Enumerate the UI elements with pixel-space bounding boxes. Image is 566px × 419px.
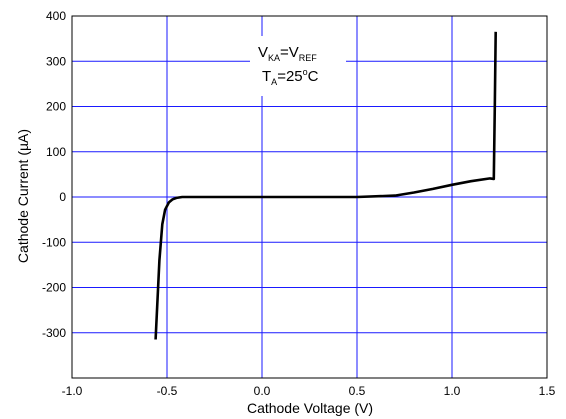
y-tick-label: -300 xyxy=(42,326,66,340)
x-tick-label: -0.5 xyxy=(157,384,178,398)
y-tick-label: -100 xyxy=(42,235,66,249)
y-tick-label: 400 xyxy=(46,9,66,23)
annotation-vka-vref: VKA=VREF xyxy=(258,44,317,63)
y-tick-labels: -300 -200 -100 0 100 200 300 400 xyxy=(42,9,66,340)
y-tick-label: 300 xyxy=(46,54,66,68)
y-tick-label: -200 xyxy=(42,281,66,295)
x-tick-labels: -1.0 -0.5 0.0 0.5 1.0 1.5 xyxy=(62,384,556,398)
x-axis-label: Cathode Voltage (V) xyxy=(247,400,373,416)
x-tick-label: 1.0 xyxy=(444,384,461,398)
plot-area-frame xyxy=(71,15,548,379)
y-tick-label: 100 xyxy=(46,145,66,159)
annotation-temperature: TA=25oC xyxy=(262,67,319,87)
y-tick-label: 200 xyxy=(46,100,66,114)
y-tick-label: 0 xyxy=(59,190,66,204)
x-tick-label: 0.0 xyxy=(254,384,271,398)
x-tick-label: 1.5 xyxy=(539,384,556,398)
series-line xyxy=(154,31,497,340)
x-tick-label: -1.0 xyxy=(62,384,83,398)
x-tick-label: 0.5 xyxy=(349,384,366,398)
annotation-background xyxy=(250,36,346,96)
y-axis-label: Cathode Current (µA) xyxy=(15,129,31,263)
